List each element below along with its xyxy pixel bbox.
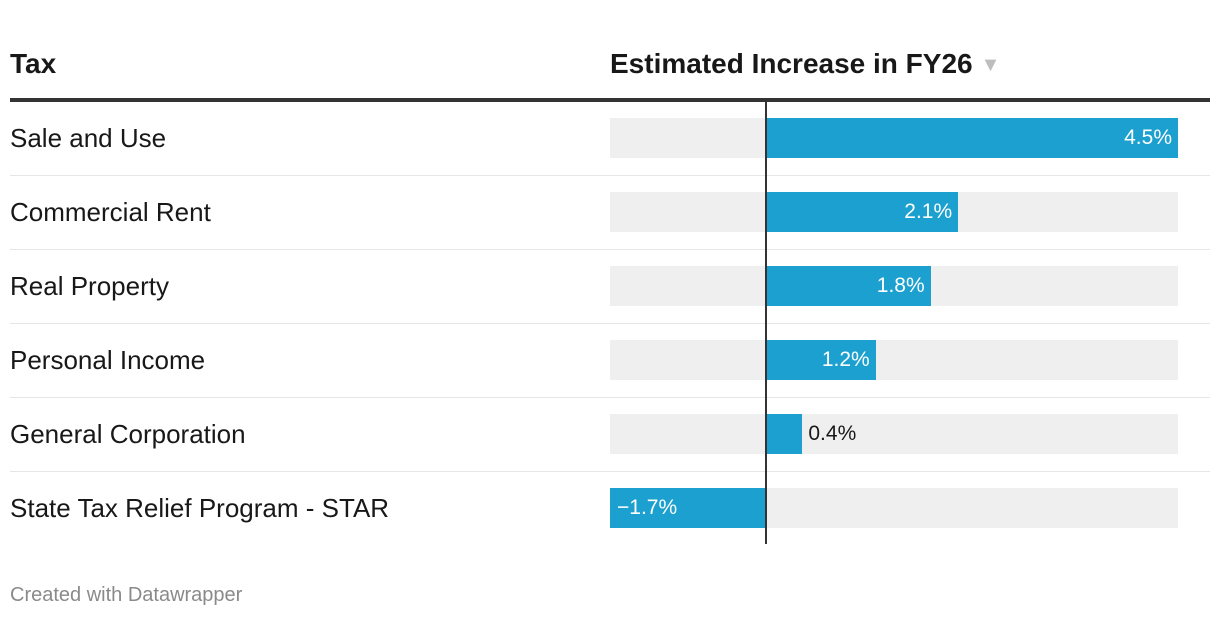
table-row: State Tax Relief Program - STAR −1.7% [10, 472, 1210, 545]
bar [765, 414, 803, 454]
table-row: Real Property 1.8% [10, 250, 1210, 324]
row-label: Real Property [10, 271, 169, 301]
bar-value-label: −1.7% [617, 496, 678, 519]
row-label: Personal Income [10, 345, 206, 375]
row-label: Commercial Rent [10, 197, 211, 227]
bar-value-label: 1.8% [876, 274, 925, 297]
column-header-tax[interactable]: Tax [10, 48, 57, 79]
zero-axis-line [764, 102, 767, 544]
row-label: State Tax Relief Program - STAR [10, 493, 390, 523]
bar-track: −1.7% [610, 488, 1178, 528]
table-header: Tax Estimated Increase in FY26 ▼ [10, 40, 1210, 102]
column-header-increase-label: Estimated Increase in FY26 [610, 48, 973, 79]
bar-track: 4.5% [610, 118, 1178, 158]
bar [765, 118, 1178, 158]
table-row: Personal Income 1.2% [10, 324, 1210, 398]
table-row: Commercial Rent 2.1% [10, 176, 1210, 250]
bar-table: Sale and Use 4.5% Commercial Rent 2.1% Real … [10, 102, 1210, 545]
bar [610, 488, 766, 528]
table-row: Sale and Use 4.5% [10, 102, 1210, 176]
footer-credit[interactable]: Created with Datawrapper [10, 584, 243, 606]
bar-track: 1.8% [610, 266, 1178, 306]
bar [765, 340, 876, 380]
bar-track: 2.1% [610, 192, 1178, 232]
table-row: General Corporation 0.4% [10, 398, 1210, 472]
bar [765, 266, 931, 306]
bar [765, 192, 959, 232]
column-header-increase[interactable]: Estimated Increase in FY26 ▼ [610, 48, 1000, 80]
bar-value-label: 0.4% [808, 422, 857, 445]
bar-value-label: 4.5% [1124, 126, 1172, 149]
sort-descending-icon[interactable]: ▼ [980, 54, 1001, 76]
bar-value-label: 1.2% [821, 348, 870, 371]
bar-value-label: 2.1% [904, 200, 953, 223]
bar-track: 0.4% [610, 414, 1178, 454]
row-label: Sale and Use [10, 123, 167, 153]
bar-track: 1.2% [610, 340, 1178, 380]
row-label: General Corporation [10, 419, 246, 449]
